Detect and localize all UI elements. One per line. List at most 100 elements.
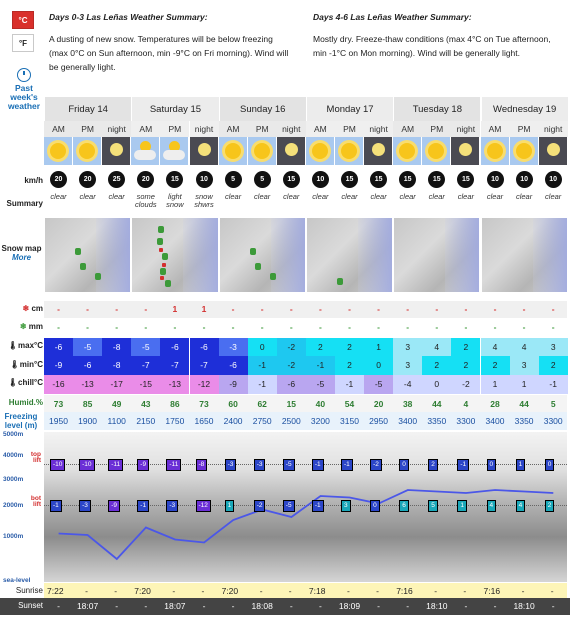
wind-speed-badge: 5 <box>224 171 242 188</box>
sun-icon <box>44 137 72 165</box>
freezing-level-value: 3300 <box>543 416 563 426</box>
snow-map[interactable] <box>306 218 393 292</box>
wind-speed-badge: 10 <box>311 171 329 188</box>
sun-icon <box>393 137 422 165</box>
freezing-level-value: 1100 <box>107 416 126 426</box>
bottom-lift-temp: -1 <box>137 500 150 512</box>
sunrise-dash: - <box>259 586 263 596</box>
min-temp-value: 3 <box>393 356 423 375</box>
moon-icon <box>102 137 131 165</box>
bottom-lift-temp: 1 <box>224 500 235 512</box>
wind-speed-badge: 15 <box>282 171 300 188</box>
snow-map[interactable] <box>45 218 131 292</box>
freezing-level-value: 3300 <box>456 416 476 426</box>
bottom-lift-line <box>44 505 567 506</box>
rain-mm-value: - <box>144 322 148 332</box>
alt-3000-label: 3000m <box>3 476 24 483</box>
top-lift-temp: 0 <box>544 459 555 471</box>
freezing-level-value: 3400 <box>398 416 418 426</box>
snow-map[interactable] <box>219 218 305 292</box>
day-header: Tuesday 18 <box>393 97 481 121</box>
snow-map[interactable] <box>394 218 480 292</box>
min-temp-value: -6 <box>218 356 248 375</box>
bottom-lift-label: bot lift <box>30 495 41 508</box>
humidity-value: 38 <box>402 399 413 409</box>
clock-icon <box>17 68 31 82</box>
rain-mm-value: - <box>377 322 381 332</box>
chill-value: -1 <box>335 375 364 394</box>
snow-cm-value: - <box>522 304 526 314</box>
day-header: Saturday 15 <box>131 97 219 121</box>
past-weather-link[interactable]: Past week's weather <box>5 68 43 111</box>
summary-text: clear <box>515 192 533 201</box>
snow-cm-value: - <box>260 304 264 314</box>
wind-speed-badge: 10 <box>544 171 562 188</box>
sunrise-time: 7:22 <box>47 586 64 596</box>
bottom-lift-temp: 3 <box>341 500 351 512</box>
snow-map[interactable] <box>481 218 567 292</box>
moon-icon <box>451 137 480 165</box>
snow-cm-value: - <box>318 304 322 314</box>
snow-map[interactable] <box>132 218 218 292</box>
humidity-value: 85 <box>82 399 93 409</box>
snow-cm-value: 1 <box>201 304 207 314</box>
chill-value: -16 <box>44 375 73 394</box>
top-lift-temp: -1 <box>311 459 324 471</box>
sunset-row-bg <box>0 598 570 615</box>
summary-text: clear <box>79 192 96 201</box>
freezing-level-value: 2400 <box>223 416 243 426</box>
chill-value: -1 <box>538 375 568 394</box>
min-temp-value: 2 <box>451 356 481 375</box>
moon-icon <box>538 137 567 165</box>
freezing-level-value: 2950 <box>369 416 389 426</box>
snow-map-label: Snow map More <box>0 244 43 262</box>
freezing-level-svg <box>58 489 554 561</box>
freezing-level-value: 1950 <box>49 416 68 426</box>
sunset-dash: - <box>144 601 148 611</box>
sunset-dash: - <box>57 601 60 611</box>
alt-4000-label: 4000m <box>3 452 24 459</box>
chill-value: 1 <box>509 375 539 394</box>
max-temp-value: -6 <box>44 338 73 356</box>
humidity-value: 20 <box>373 399 384 409</box>
max-temp-value: -6 <box>160 338 190 356</box>
humidity-value: 28 <box>490 399 500 409</box>
max-temp-value: 4 <box>422 338 452 356</box>
min-temp-value: 2 <box>538 356 568 375</box>
time-slot-label: AM <box>393 121 423 137</box>
chill-value: -5 <box>305 375 335 394</box>
time-slot-label: night <box>451 121 481 137</box>
min-temp-label: 🌡min°C <box>0 360 43 369</box>
sunrise-dash: - <box>463 586 467 596</box>
snow-cm-value: - <box>115 304 119 314</box>
chill-value: -5 <box>364 375 394 394</box>
thermometer-icon: 🌡 <box>9 360 20 369</box>
humid-row-bg <box>44 395 567 412</box>
sunset-dash: - <box>289 601 293 611</box>
time-slot-label: night <box>189 121 219 137</box>
min-temp-text: min°C <box>19 360 43 369</box>
time-slot-label: AM <box>480 121 510 137</box>
chill-value: -9 <box>218 375 248 394</box>
summary-text: clear <box>341 192 358 201</box>
freeze-row-bg <box>44 412 567 430</box>
snow-map-more-link[interactable]: More <box>11 253 32 262</box>
sunset-time: 18:08 <box>251 601 273 611</box>
day-header: Wednesday 19 <box>480 97 568 121</box>
celsius-button[interactable]: °C <box>12 11 34 29</box>
time-slot-label: AM <box>305 121 335 137</box>
top-lift-temp: -5 <box>282 459 295 471</box>
day-header: Friday 14 <box>44 97 132 121</box>
wind-label: km/h <box>24 176 43 185</box>
snow-cm-value: - <box>377 304 381 314</box>
humidity-value: 43 <box>141 399 151 409</box>
sunset-dash: - <box>551 601 555 611</box>
sunrise-dash: - <box>114 586 118 596</box>
summary-right-text: Mostly dry. Freeze-thaw conditions (max … <box>313 34 551 58</box>
rain-mm-value: - <box>406 322 410 332</box>
fahrenheit-button[interactable]: °F <box>12 34 34 52</box>
sunset-label: Sunset <box>18 601 43 610</box>
bottom-lift-temp: -3 <box>166 500 179 512</box>
rain-mm-value: - <box>522 322 526 332</box>
top-lift-temp: -3 <box>224 459 237 471</box>
